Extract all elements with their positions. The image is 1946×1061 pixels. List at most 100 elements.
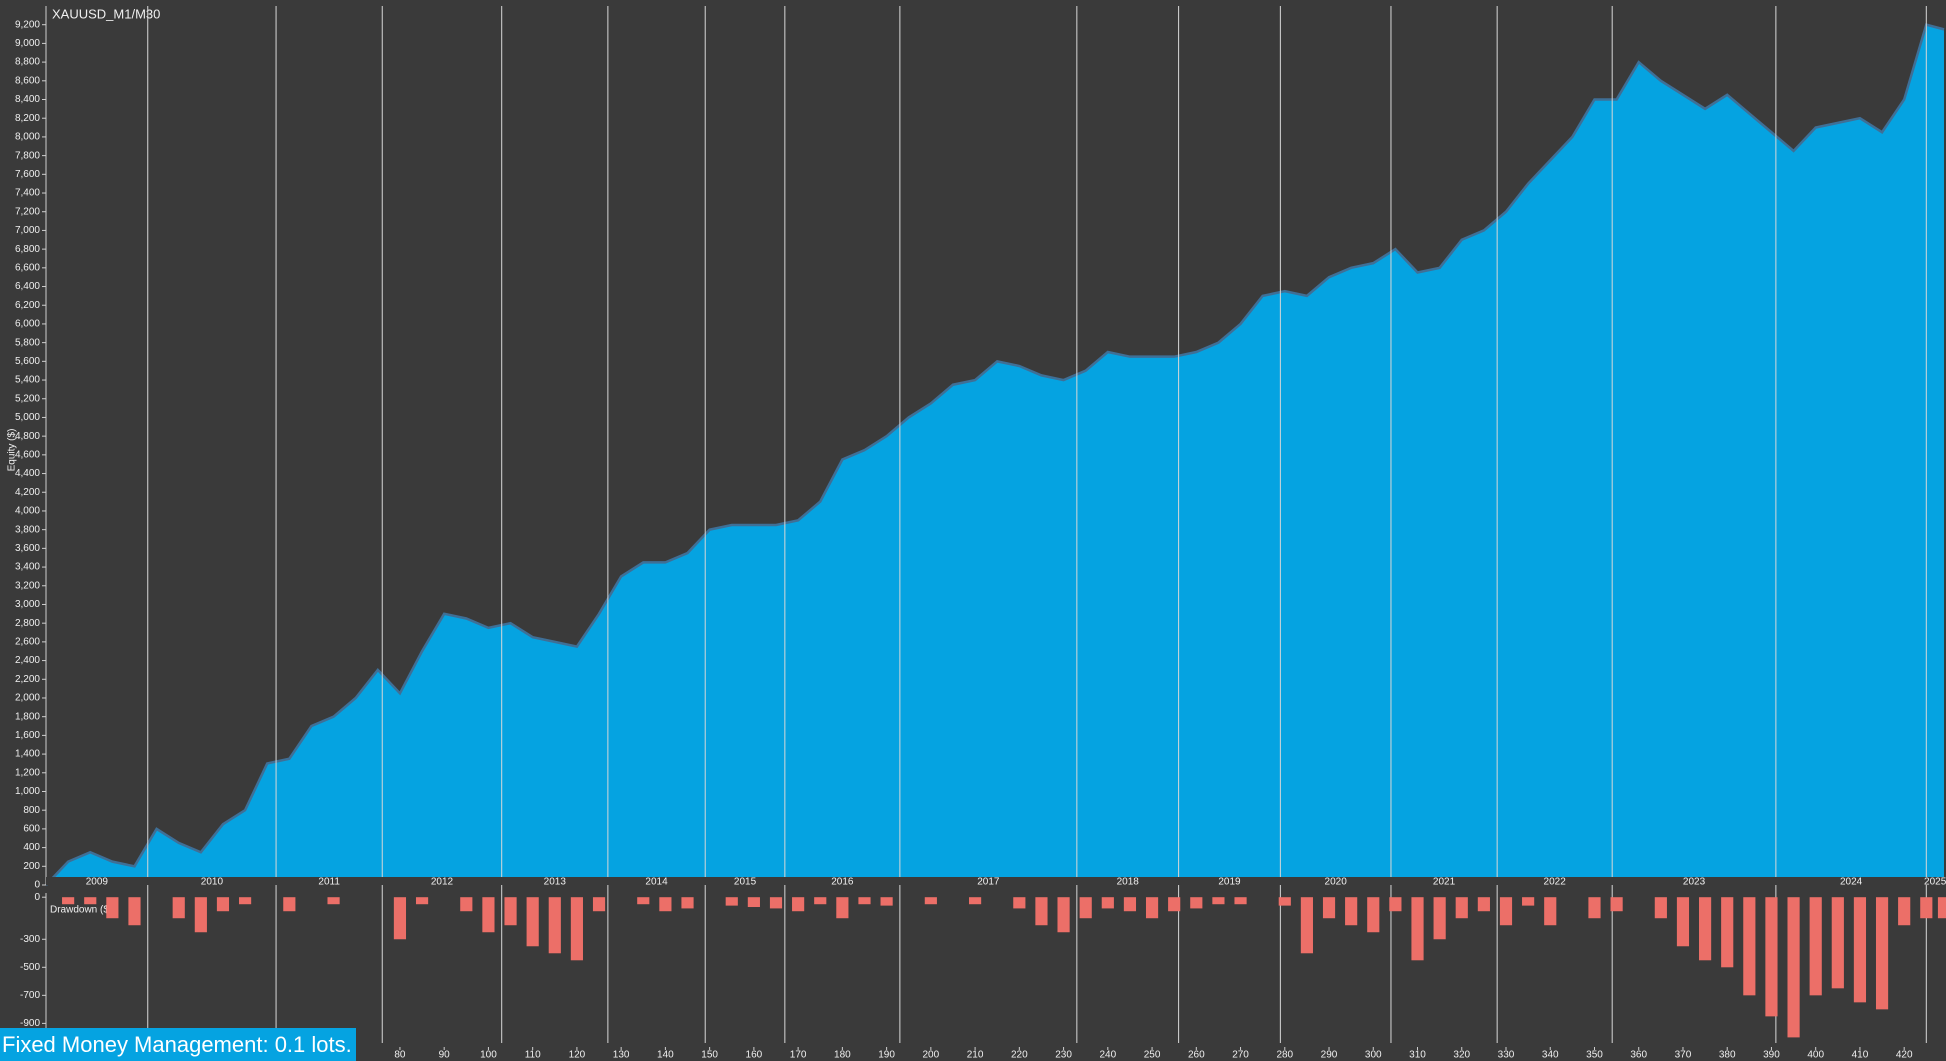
- drawdown-bar: [1345, 897, 1358, 926]
- year-label: 2023: [1683, 877, 1706, 888]
- y-tick-label: 5,200: [15, 393, 40, 404]
- x-tick-label: 80: [394, 1050, 406, 1061]
- year-label: 2015: [734, 877, 757, 888]
- drawdown-bar: [1809, 897, 1822, 996]
- drawdown-bar: [1853, 897, 1867, 1003]
- drawdown-bar: [1898, 897, 1911, 926]
- x-tick-label: 280: [1276, 1050, 1293, 1061]
- x-tick-label: 220: [1011, 1050, 1028, 1061]
- x-tick-label: 190: [878, 1050, 895, 1061]
- year-label: 2025: [1924, 877, 1946, 888]
- y-tick-label: 1,600: [15, 730, 40, 741]
- x-tick-label: 240: [1099, 1050, 1116, 1061]
- year-label: 2014: [645, 877, 668, 888]
- y-tick-label: 9,000: [15, 38, 40, 49]
- drawdown-bar: [393, 897, 407, 940]
- drawdown-bar: [969, 897, 982, 905]
- y-tick-label: 2,000: [15, 693, 40, 704]
- y-tick-label: 3,400: [15, 562, 40, 573]
- y-tick-label: 8,400: [15, 94, 40, 105]
- y-tick-label: 6,200: [15, 300, 40, 311]
- drawdown-bar: [460, 897, 473, 912]
- drawdown-bar: [1875, 897, 1889, 1010]
- drawdown-bar: [1168, 897, 1181, 912]
- drawdown-bar: [194, 897, 207, 933]
- equity-line: [45, 23, 1945, 886]
- drawdown-bar: [1522, 897, 1535, 906]
- drawdown-bar: [1234, 897, 1247, 905]
- drawdown-bar: [1787, 897, 1800, 1038]
- x-tick-label: 180: [834, 1050, 851, 1061]
- x-tick-label: 160: [746, 1050, 763, 1061]
- y-tick-label: 6,600: [15, 262, 40, 273]
- y-tick-label: -700: [20, 990, 40, 1001]
- x-tick-label: 360: [1630, 1050, 1647, 1061]
- equity-area: [46, 24, 1944, 885]
- year-label: 2021: [1433, 877, 1456, 888]
- y-tick-label: 7,600: [15, 169, 40, 180]
- y-tick-label: 7,000: [15, 225, 40, 236]
- x-tick-label: 320: [1453, 1050, 1470, 1061]
- y-tick-label: 3,600: [15, 543, 40, 554]
- drawdown-bar: [1937, 897, 1946, 919]
- drawdown-bar: [216, 897, 230, 912]
- y-tick-label: 400: [23, 842, 40, 853]
- x-tick-label: 330: [1498, 1050, 1515, 1061]
- drawdown-bar: [1721, 897, 1734, 968]
- y-tick-label: 4,000: [15, 506, 40, 517]
- y-tick-label: 2,600: [15, 637, 40, 648]
- drawdown-bar: [1588, 897, 1601, 919]
- y-tick-label: 4,400: [15, 468, 40, 479]
- y-tick-label: 6,400: [15, 281, 40, 292]
- x-tick-label: 310: [1409, 1050, 1426, 1061]
- x-tick-label: 300: [1365, 1050, 1382, 1061]
- drawdown-bar: [1455, 897, 1468, 919]
- x-tick-label: 90: [439, 1050, 451, 1061]
- drawdown-bar: [769, 897, 783, 909]
- drawdown-bar: [548, 897, 561, 954]
- drawdown-bar: [1389, 897, 1402, 912]
- drawdown-bar: [62, 897, 75, 905]
- y-tick-label: 8,200: [15, 113, 40, 124]
- chart-title: XAUUSD_M1/M30: [52, 6, 160, 21]
- y-tick-label: 0: [34, 892, 40, 903]
- drawdown-bar: [1079, 897, 1092, 919]
- drawdown-bar: [1499, 897, 1513, 926]
- x-tick-label: 380: [1719, 1050, 1736, 1061]
- y-tick-label: 8,000: [15, 132, 40, 143]
- drawdown-bar: [1676, 897, 1690, 947]
- x-tick-label: 100: [480, 1050, 497, 1061]
- year-label: 2011: [318, 877, 340, 888]
- year-label: 2019: [1218, 877, 1241, 888]
- drawdown-bar: [504, 897, 517, 926]
- x-tick-label: 390: [1763, 1050, 1780, 1061]
- y-tick-label: 5,400: [15, 375, 40, 386]
- x-tick-label: 140: [657, 1050, 674, 1061]
- x-tick-label: 210: [967, 1050, 984, 1061]
- drawdown-bar: [792, 897, 805, 912]
- year-label: 2016: [831, 877, 854, 888]
- x-tick-label: 410: [1852, 1050, 1869, 1061]
- y-tick-label: -300: [20, 934, 40, 945]
- drawdown-bar: [1123, 897, 1137, 912]
- drawdown-bar: [106, 897, 119, 919]
- y-tick-label: 6,800: [15, 244, 40, 255]
- drawdown-bar: [128, 897, 141, 926]
- drawdown-bar: [1477, 897, 1490, 912]
- drawdown-bar: [1367, 897, 1380, 933]
- y-tick-label: 9,200: [15, 19, 40, 30]
- year-label: 2012: [431, 877, 454, 888]
- x-tick-label: 110: [525, 1050, 541, 1061]
- y-tick-label: 4,200: [15, 487, 40, 498]
- y-tick-label: 4,800: [15, 431, 40, 442]
- y-tick-label: 0: [34, 880, 40, 891]
- drawdown-bar: [1101, 897, 1114, 909]
- drawdown-bar: [570, 897, 583, 961]
- drawdown-bar: [327, 897, 340, 905]
- y-tick-label: 3,800: [15, 524, 40, 535]
- y-tick-label: 1,800: [15, 711, 40, 722]
- year-label: 2020: [1325, 877, 1348, 888]
- drawdown-bar: [1013, 897, 1026, 909]
- drawdown-bar: [415, 897, 429, 905]
- drawdown-bar: [1278, 897, 1291, 906]
